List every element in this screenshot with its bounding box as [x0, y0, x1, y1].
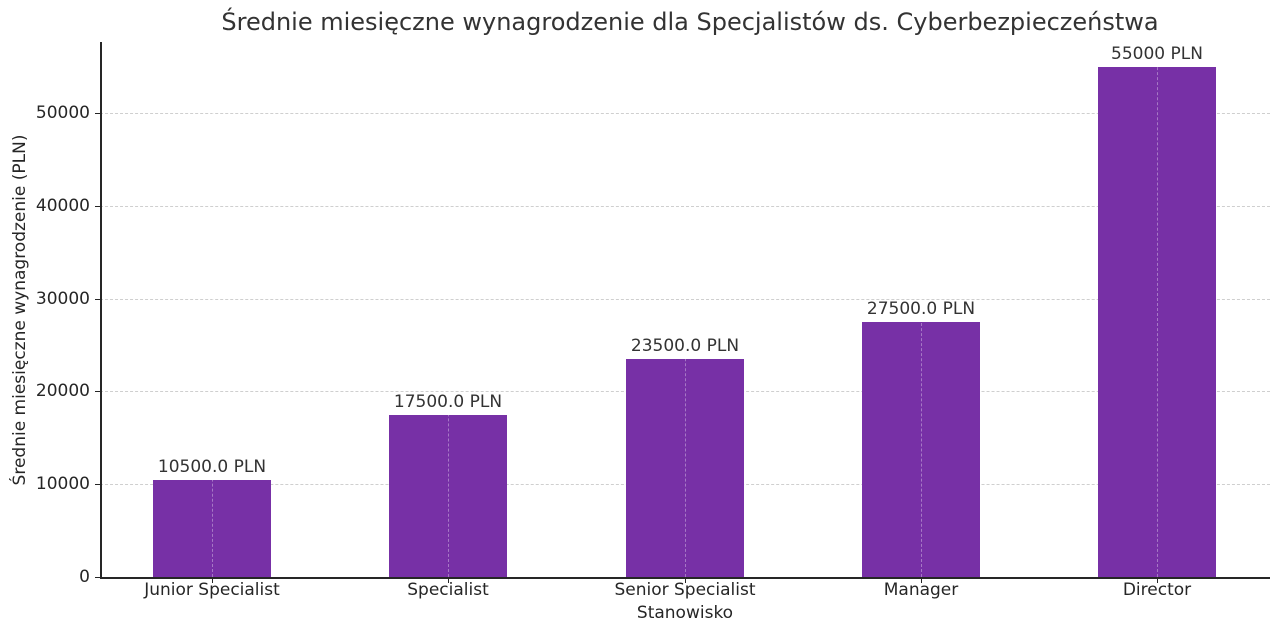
bar-junior-specialist [153, 479, 271, 577]
y-tick-label: 20000 [35, 381, 90, 402]
x-gridline [1157, 42, 1158, 577]
y-tick-mark [95, 391, 100, 393]
x-tick-label: Senior Specialist [614, 580, 756, 600]
y-tick-label: 30000 [35, 288, 90, 309]
x-gridline [685, 42, 686, 577]
bar-value-label: 17500.0 PLN [393, 391, 503, 412]
bar-specialist [389, 414, 507, 577]
y-axis-title: Średnie miesięczne wynagrodzenie (PLN) [10, 134, 30, 486]
x-axis-line [100, 577, 1270, 579]
y-tick-mark [95, 577, 100, 578]
x-tick-label: Specialist [407, 580, 489, 600]
x-tick-mark [921, 578, 922, 583]
y-tick-label: 10000 [35, 474, 90, 495]
bar-value-label: 23500.0 PLN [630, 335, 740, 356]
y-tick-label: 50000 [35, 103, 90, 123]
x-tick-mark [448, 578, 449, 583]
bar-manager [862, 321, 980, 577]
x-tick-label: Junior Specialist [144, 580, 280, 600]
bar-value-label: 27500.0 PLN [866, 298, 976, 319]
bar-value-label: 10500.0 PLN [157, 456, 267, 477]
y-tick-mark [95, 298, 100, 300]
bar-value-label: 55000 PLN [1111, 43, 1203, 64]
bar-director [1098, 66, 1216, 577]
y-tick-label: 40000 [35, 195, 90, 216]
y-tick-label: 0 [79, 567, 90, 587]
chart-title: Średnie miesięczne wynagrodzenie dla Spe… [221, 8, 1159, 36]
x-gridline [212, 42, 213, 577]
x-tick-mark [1157, 578, 1158, 583]
y-tick-mark [95, 113, 100, 114]
x-tick-mark [212, 578, 213, 583]
y-tick-mark [95, 205, 100, 207]
x-gridline [921, 42, 922, 577]
x-tick-label: Director [1122, 580, 1192, 600]
y-tick-mark [95, 484, 100, 486]
y-axis-line [100, 42, 102, 578]
y-gridline [100, 205, 1270, 207]
y-gridline [100, 298, 1270, 300]
y-gridline [100, 113, 1270, 114]
x-axis-title: Stanowisko [636, 603, 734, 623]
x-tick-label: Manager [883, 580, 959, 600]
bar-senior-specialist [626, 358, 744, 577]
x-gridline [448, 42, 449, 577]
x-tick-mark [685, 578, 686, 583]
